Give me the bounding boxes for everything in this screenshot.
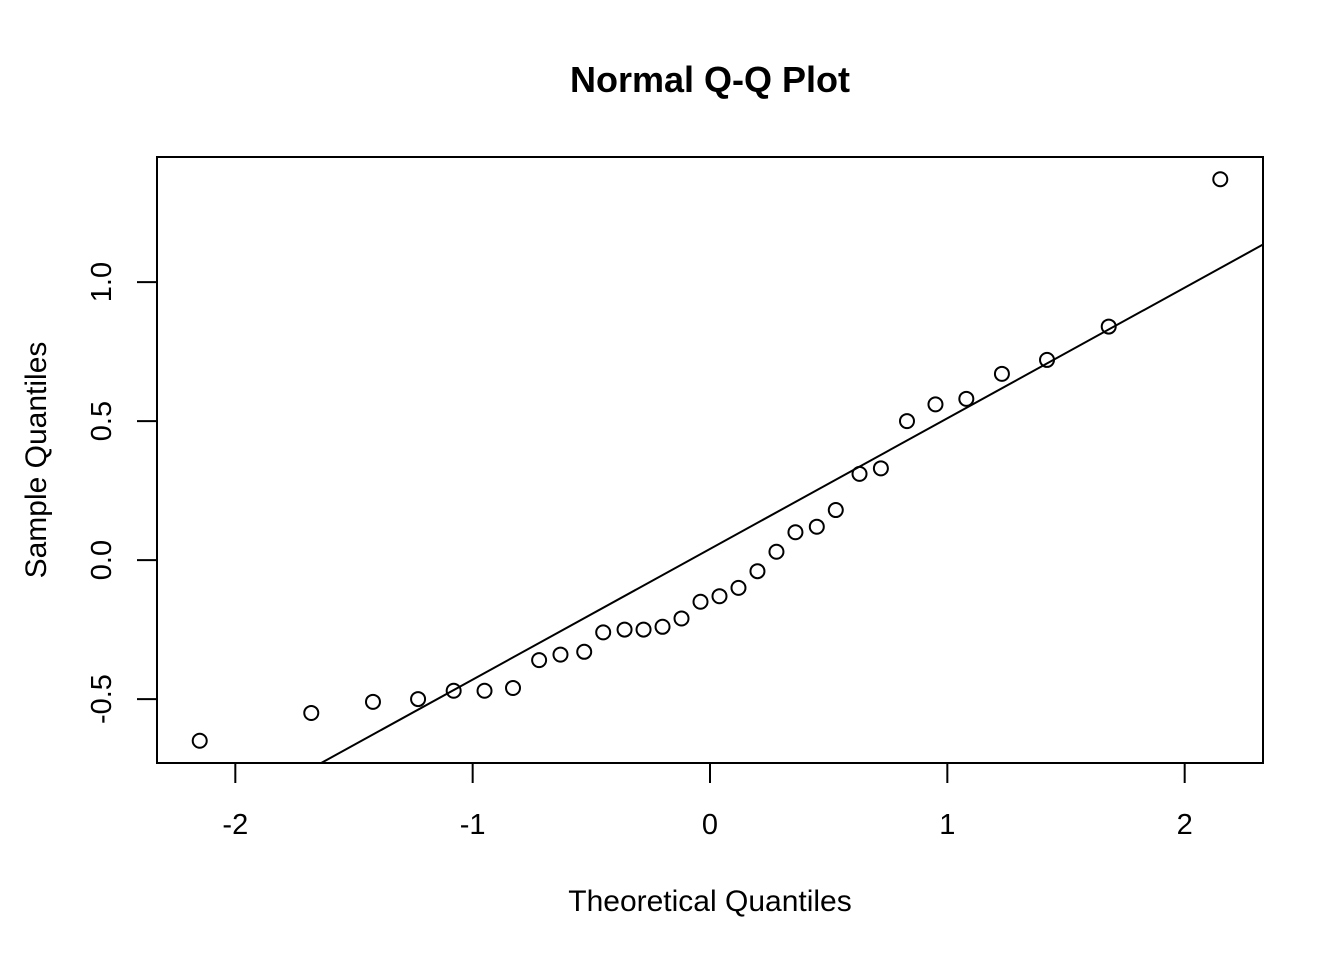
x-axis-label: Theoretical Quantiles (568, 885, 851, 918)
data-point (576, 643, 593, 660)
data-point (505, 679, 522, 696)
data-point (927, 396, 944, 413)
plot-frame (156, 156, 1264, 764)
data-point (1039, 351, 1056, 368)
x-tick-label: 0 (702, 809, 718, 841)
data-point (851, 465, 868, 482)
x-axis: -2 -1 0 1 2 (222, 763, 1193, 841)
data-point (993, 365, 1010, 382)
data-point (191, 732, 208, 749)
data-point (303, 704, 320, 721)
data-point (692, 593, 709, 610)
data-point (476, 682, 493, 699)
x-tick-label: -1 (460, 809, 486, 841)
x-tick-label: -2 (222, 809, 248, 841)
data-point (749, 563, 766, 580)
data-point (787, 524, 804, 541)
data-point (673, 610, 690, 627)
data-points (191, 171, 1229, 749)
data-point (654, 618, 671, 635)
data-point (616, 621, 633, 638)
data-point (958, 390, 975, 407)
x-tick-label: 1 (939, 809, 955, 841)
data-point (1212, 171, 1229, 188)
data-point (445, 682, 462, 699)
data-point (711, 588, 728, 605)
y-tick-label: 0.0 (86, 540, 118, 580)
y-axis: -0.5 0.0 0.5 1.0 (86, 262, 157, 724)
data-point (872, 460, 889, 477)
data-point (364, 693, 381, 710)
data-point (730, 579, 747, 596)
data-point (552, 646, 569, 663)
data-point (808, 518, 825, 535)
data-point (531, 652, 548, 669)
y-tick-label: 0.5 (86, 401, 118, 441)
data-point (410, 691, 427, 708)
data-point (1100, 318, 1117, 335)
data-point (898, 413, 915, 430)
y-tick-label: 1.0 (86, 262, 118, 302)
chart-title: Normal Q-Q Plot (570, 59, 850, 100)
data-point (768, 543, 785, 560)
data-point (635, 621, 652, 638)
data-point (827, 502, 844, 519)
data-point (595, 624, 612, 641)
y-tick-label: -0.5 (86, 674, 118, 724)
y-axis-label: Sample Quantiles (20, 342, 53, 579)
reference-line (319, 243, 1263, 763)
plot-area (191, 171, 1263, 763)
x-tick-label: 2 (1177, 809, 1193, 841)
